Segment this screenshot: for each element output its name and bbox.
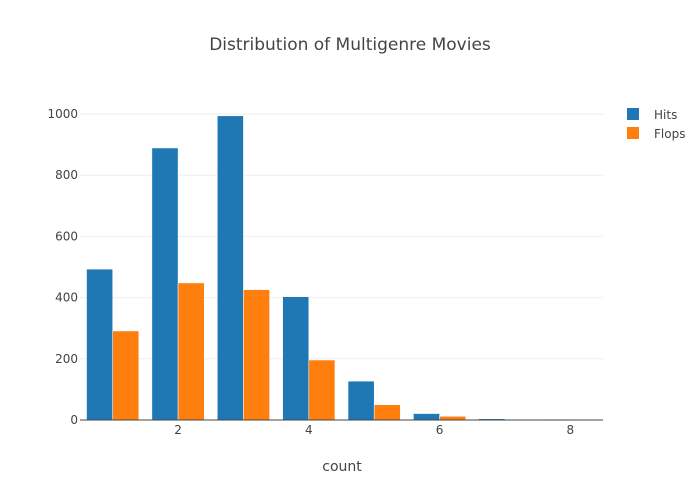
- y-tick-label: 400: [55, 291, 78, 305]
- legend-swatch-flops[interactable]: [627, 127, 639, 139]
- bar-flops-1[interactable]: [112, 330, 140, 421]
- y-tick-label: 600: [55, 229, 78, 243]
- bars: [86, 115, 597, 421]
- bar-hits-6[interactable]: [413, 413, 440, 421]
- legend-swatch-hits[interactable]: [627, 108, 639, 120]
- bar-hits-5[interactable]: [347, 380, 375, 421]
- legend-label-flops[interactable]: Flops: [654, 127, 685, 141]
- y-tick-label: 1000: [47, 107, 78, 121]
- x-tick-label: 2: [174, 423, 182, 437]
- bar-flops-4[interactable]: [308, 359, 336, 421]
- bar-flops-5[interactable]: [373, 404, 401, 421]
- chart-title: Distribution of Multigenre Movies: [209, 35, 491, 55]
- x-tick-label: 8: [566, 423, 574, 437]
- bar-hits-4[interactable]: [282, 296, 310, 421]
- bar-hits-1[interactable]: [86, 268, 113, 421]
- x-tick-label: 6: [436, 423, 444, 437]
- bar-flops-3[interactable]: [243, 289, 270, 421]
- legend-label-hits[interactable]: Hits: [654, 108, 677, 122]
- bar-hits-2[interactable]: [151, 147, 179, 421]
- y-tick-label: 200: [55, 352, 78, 366]
- x-tick-label: 4: [305, 423, 313, 437]
- axes: 0 200 400 600 800 1000 2 4 6 8: [47, 107, 603, 437]
- y-tick-label: 800: [55, 168, 78, 182]
- bar-flops-6[interactable]: [439, 416, 466, 421]
- y-tick-label: 0: [70, 413, 78, 427]
- legend: Hits Flops: [627, 108, 685, 141]
- bar-hits-3[interactable]: [217, 115, 244, 421]
- bar-flops-2[interactable]: [177, 282, 205, 421]
- x-axis-title: count: [322, 459, 362, 475]
